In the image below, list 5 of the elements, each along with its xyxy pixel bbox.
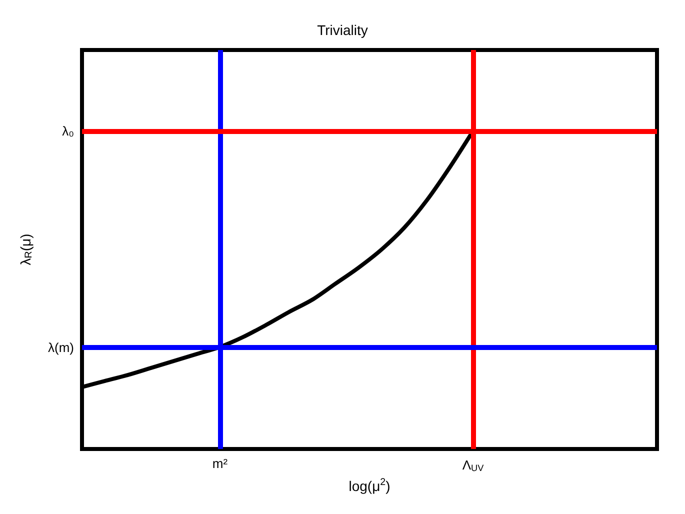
y-axis-title: λR(μ) <box>18 234 34 266</box>
chart-title: Triviality <box>317 22 368 38</box>
ref-line-label: λ(m) <box>48 340 74 355</box>
x-tick-label: m² <box>212 456 228 471</box>
ref-line-label: λ₀ <box>62 124 74 139</box>
